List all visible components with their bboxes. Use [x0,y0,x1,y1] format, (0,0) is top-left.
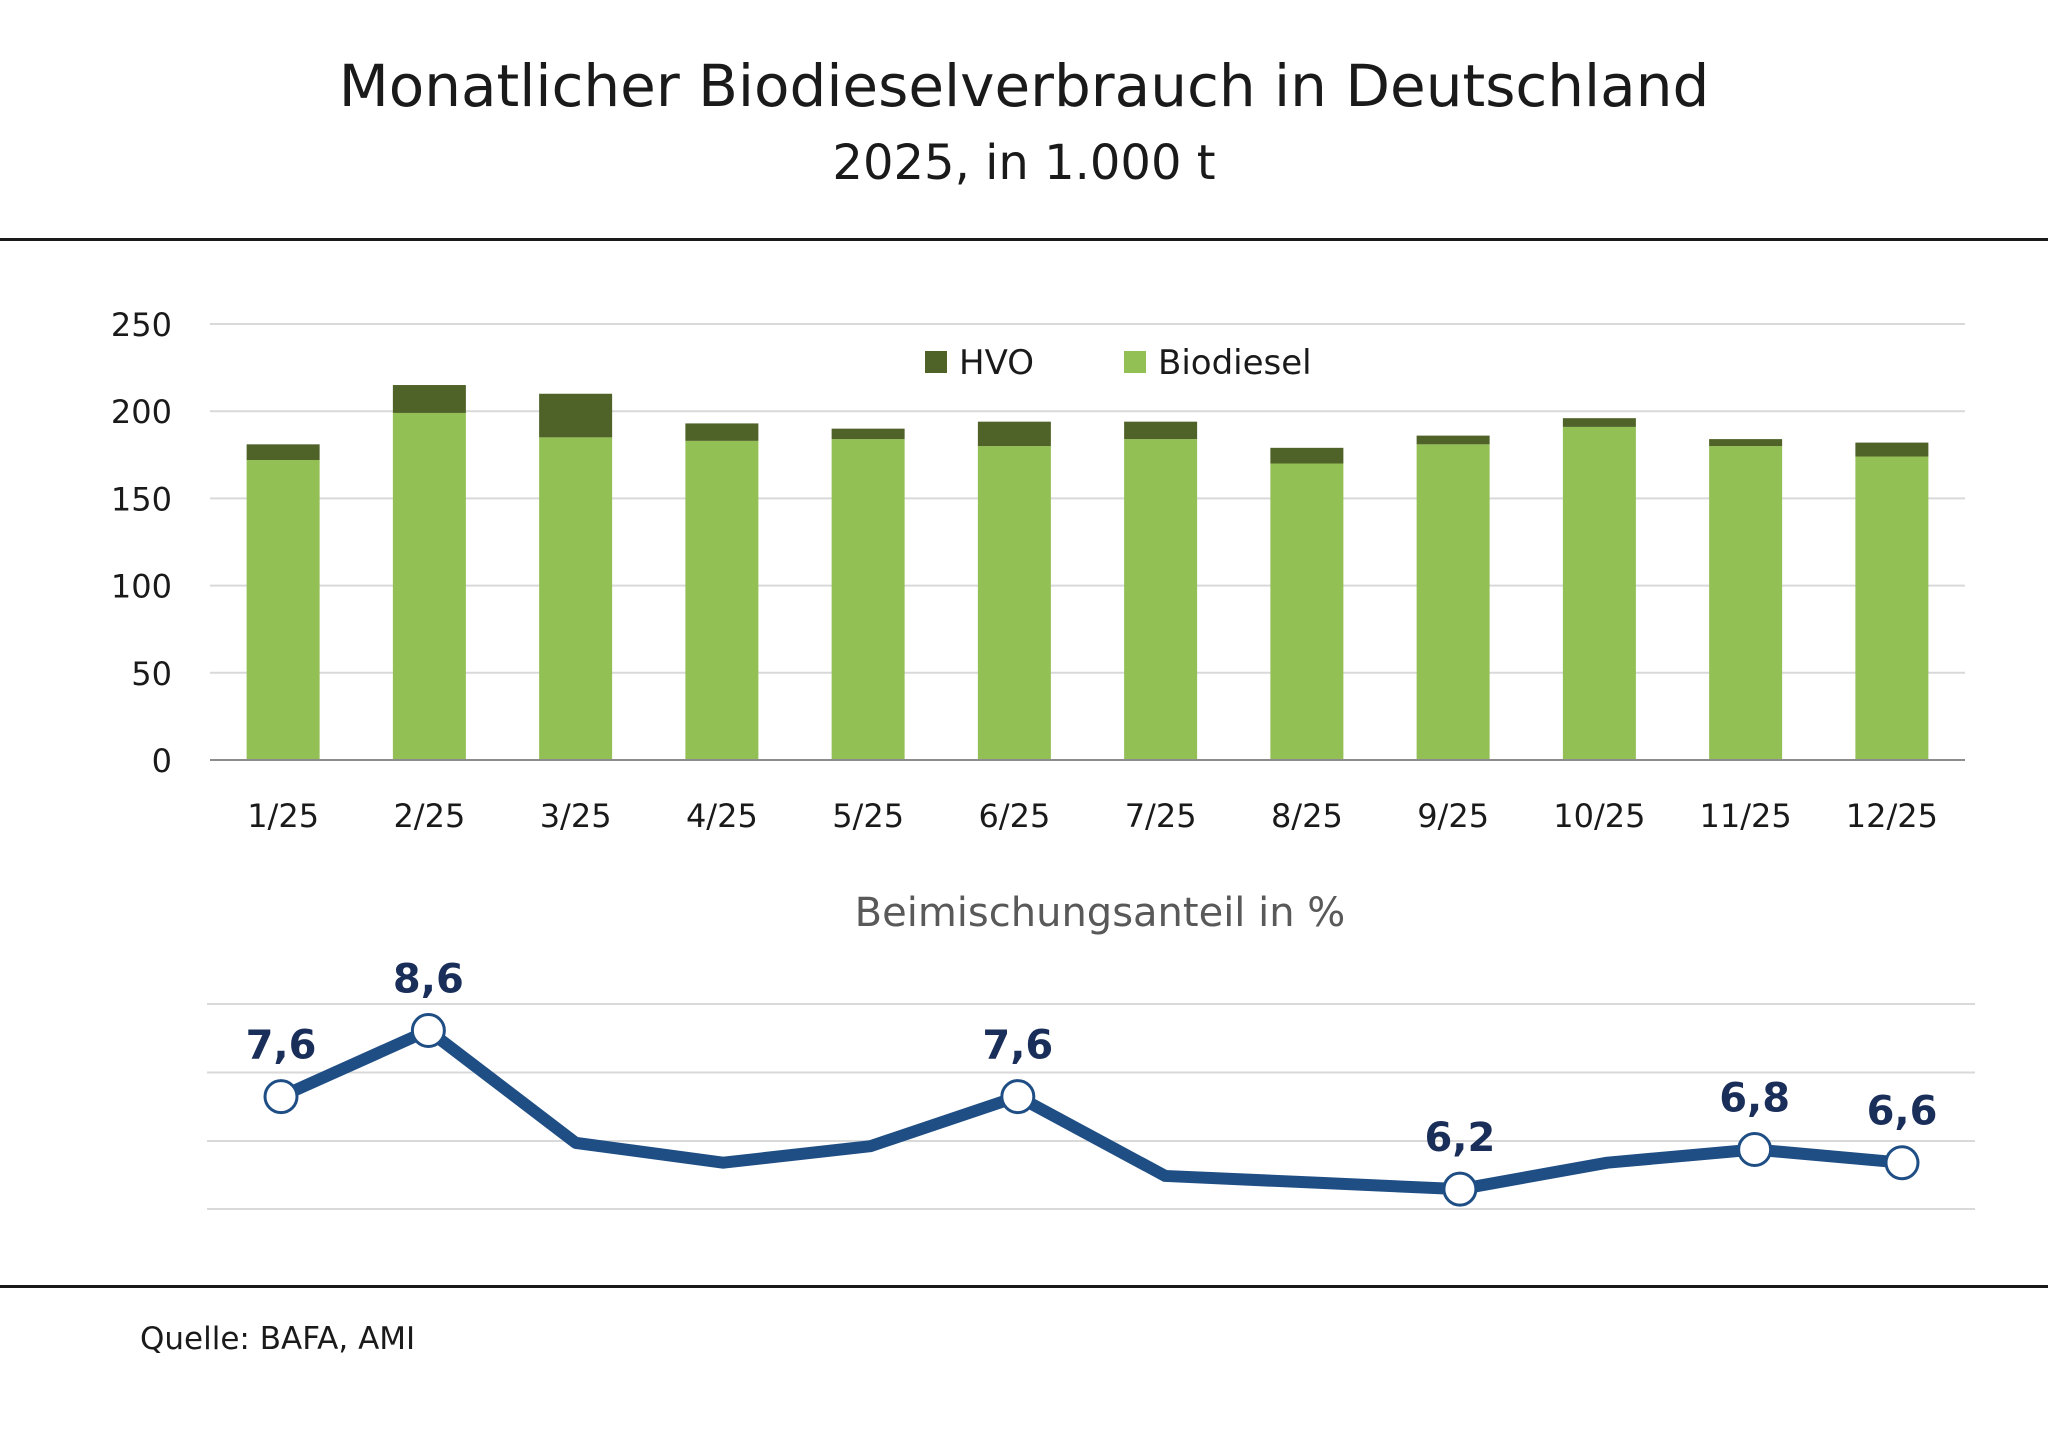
line-point-marker [410,1012,446,1048]
bar-x-tick-label: 9/25 [1417,797,1489,835]
legend: HVO Biodiesel [925,343,1312,383]
bar-biodiesel [392,412,466,760]
line-data-label: 8,6 [393,956,464,1002]
bar-x-tick-label: 11/25 [1700,797,1792,835]
bar-x-axis: 1/25 2/25 3/25 4/25 5/25 6/25 7/25 8/25 9/25 10/2… [247,797,1938,835]
bar-hvo [392,385,466,413]
bar-biodiesel [977,446,1051,760]
source-note: Quelle: BAFA, AMI [140,1321,416,1357]
bar-hvo [685,423,759,441]
line-point-marker [1000,1079,1036,1115]
chart-title: Monatlicher Biodieselverbrauch in Deutsc… [338,52,1710,120]
bar-biodiesel [685,440,759,760]
bar-y-tick-label: 150 [111,480,172,518]
bar-biodiesel [1124,439,1198,760]
line-series-beimischungsanteil [275,1024,1908,1196]
bar-x-tick-label: 3/25 [540,797,612,835]
bar-x-tick-label: 7/25 [1125,797,1197,835]
line-point-marker [1884,1145,1920,1181]
bar-hvo [1562,418,1636,427]
bar-y-tick-label: 50 [131,655,172,693]
bar-x-tick-label: 5/25 [832,797,904,835]
bar-hvo [539,393,613,438]
legend-label-biodiesel: Biodiesel [1158,343,1312,383]
line-data-label: 7,6 [246,1023,317,1069]
bar-y-tick-label: 250 [111,306,172,344]
bottom-rule [0,1285,2048,1288]
bar-biodiesel [539,437,613,760]
bar-hvo [831,428,905,440]
line-data-labels: 7,6 8,6 7,6 6,2 6,8 6,6 [246,956,1938,1161]
line-chart-title: Beimischungsanteil in % [855,890,1346,936]
bar-x-tick-label: 1/25 [247,797,319,835]
bar-hvo [1416,435,1490,445]
legend-swatch-biodiesel [1124,351,1146,373]
chart-subtitle: 2025, in 1.000 t [832,135,1216,191]
bar-x-tick-label: 6/25 [978,797,1050,835]
bar-biodiesel [1855,456,1929,760]
bar-y-tick-label: 100 [111,568,172,606]
bar-biodiesel [831,439,905,760]
bar-hvo [1270,447,1344,464]
bar-y-tick-label: 200 [111,393,172,431]
bar-biodiesel [1709,446,1783,760]
bar-gridlines [210,323,1965,674]
bar-x-tick-label: 8/25 [1271,797,1343,835]
bar-x-tick-label: 10/25 [1553,797,1645,835]
line-data-label: 6,6 [1867,1089,1938,1135]
bar-x-tick-label: 12/25 [1846,797,1938,835]
bar-hvo [1124,421,1198,440]
bar-x-tick-label: 4/25 [686,797,758,835]
bar-y-axis: 0 50 100 150 200 250 [111,306,172,780]
line-point-marker [263,1079,299,1115]
line-point-marker [1442,1171,1478,1207]
bar-y-tick-label: 0 [152,742,172,780]
line-data-label: 6,8 [1719,1075,1790,1121]
bar-hvo [977,421,1051,447]
bar-hvo [246,444,320,461]
bar-biodiesel [1562,426,1636,760]
bar-hvo [1855,442,1929,457]
line-gridlines [207,1003,1975,1210]
line-data-label: 7,6 [982,1023,1053,1069]
bar-biodiesel [1416,444,1490,760]
legend-swatch-hvo [925,351,947,373]
bar-biodiesel [246,460,320,760]
bar-series [246,385,1929,760]
bar-x-tick-label: 2/25 [393,797,465,835]
legend-label-hvo: HVO [959,343,1034,383]
line-points [263,1012,1920,1207]
bar-biodiesel [1270,463,1344,760]
bar-hvo [1709,439,1783,447]
top-rule [0,238,2048,241]
line-data-label: 6,2 [1424,1115,1495,1161]
line-point-marker [1737,1131,1773,1167]
